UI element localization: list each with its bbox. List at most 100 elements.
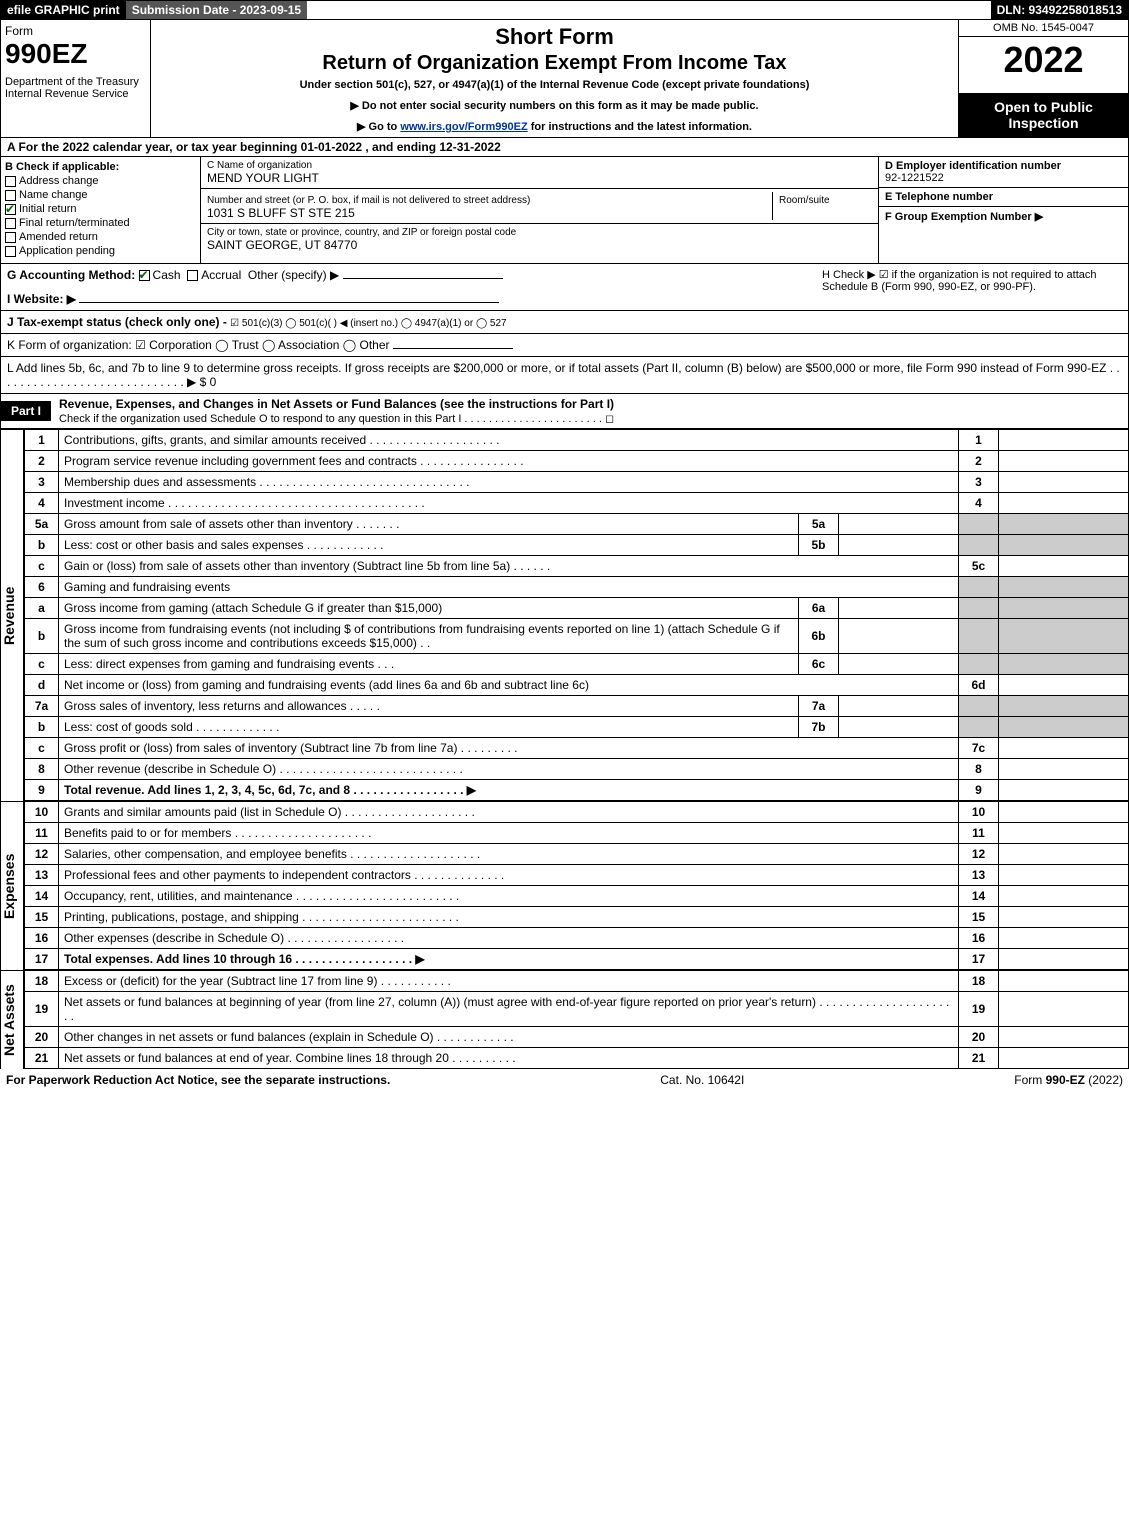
- line-sub: a: [25, 598, 59, 619]
- line-desc-bold: Total expenses. Add lines 10 through 16 …: [64, 952, 425, 966]
- g-other-input[interactable]: [343, 278, 503, 279]
- line-amt[interactable]: [999, 1027, 1129, 1048]
- col-d: D Employer identification number 92-1221…: [878, 157, 1128, 263]
- efile-label[interactable]: efile GRAPHIC print: [1, 1, 126, 19]
- main-title: Return of Organization Exempt From Incom…: [159, 52, 950, 75]
- line-amt[interactable]: [999, 886, 1129, 907]
- table-row: dNet income or (loss) from gaming and fu…: [25, 675, 1129, 696]
- line-desc: Contributions, gifts, grants, and simila…: [59, 430, 959, 451]
- line-amt[interactable]: [999, 738, 1129, 759]
- mid-box: 7a: [799, 696, 839, 717]
- line-amt[interactable]: [999, 675, 1129, 696]
- checkbox-icon[interactable]: [5, 218, 16, 229]
- line-box: 12: [959, 844, 999, 865]
- checkbox-icon[interactable]: [187, 270, 198, 281]
- line-num: 10: [25, 802, 59, 823]
- f-group: F Group Exemption Number ▶: [879, 207, 1128, 263]
- line-h: H Check ▶ ☑ if the organization is not r…: [822, 268, 1122, 306]
- b-opt-address[interactable]: Address change: [5, 175, 196, 187]
- b-opt-final[interactable]: Final return/terminated: [5, 217, 196, 229]
- line-box: 20: [959, 1027, 999, 1048]
- line-desc: Net assets or fund balances at end of ye…: [59, 1048, 959, 1069]
- form-word: Form: [5, 24, 146, 38]
- checkbox-checked-icon[interactable]: [5, 204, 16, 215]
- line-num: 9: [25, 780, 59, 801]
- table-row: 17 Total expenses. Add lines 10 through 1…: [25, 949, 1129, 970]
- line-num: 20: [25, 1027, 59, 1048]
- line-amt[interactable]: [999, 992, 1129, 1027]
- line-amt[interactable]: [999, 430, 1129, 451]
- b-header: B Check if applicable:: [5, 161, 196, 173]
- line-num: 5a: [25, 514, 59, 535]
- instr2-pre: ▶ Go to: [357, 121, 400, 133]
- shade-box: [959, 514, 999, 535]
- line-amt[interactable]: [999, 865, 1129, 886]
- line-desc: Other revenue (describe in Schedule O) .…: [59, 759, 959, 780]
- checkbox-icon[interactable]: [5, 232, 16, 243]
- mid-amt[interactable]: [839, 696, 959, 717]
- c-room-label: Room/suite: [779, 195, 830, 206]
- c-addr-row: Number and street (or P. O. box, if mail…: [201, 189, 878, 224]
- line-amt[interactable]: [999, 451, 1129, 472]
- table-row: 19Net assets or fund balances at beginni…: [25, 992, 1129, 1027]
- line-box: 18: [959, 971, 999, 992]
- d-ein-value: 92-1221522: [885, 172, 1122, 184]
- b-opt-initial[interactable]: Initial return: [5, 203, 196, 215]
- line-amt[interactable]: [999, 780, 1129, 801]
- b-opt-label: Amended return: [19, 231, 98, 243]
- line-desc: Grants and similar amounts paid (list in…: [59, 802, 959, 823]
- line-amt[interactable]: [999, 844, 1129, 865]
- line-sub: c: [25, 738, 59, 759]
- line-box: 9: [959, 780, 999, 801]
- col-b: B Check if applicable: Address change Na…: [1, 157, 201, 263]
- mid-amt[interactable]: [839, 598, 959, 619]
- line-amt[interactable]: [999, 802, 1129, 823]
- checkbox-icon[interactable]: [5, 176, 16, 187]
- department: Department of the Treasury Internal Reve…: [5, 76, 146, 100]
- b-opt-name[interactable]: Name change: [5, 189, 196, 201]
- checkbox-icon[interactable]: [5, 190, 16, 201]
- mid-amt[interactable]: [839, 535, 959, 556]
- mid-amt[interactable]: [839, 717, 959, 738]
- b-opt-amended[interactable]: Amended return: [5, 231, 196, 243]
- line-amt[interactable]: [999, 493, 1129, 514]
- b-opt-pending[interactable]: Application pending: [5, 245, 196, 257]
- line-amt[interactable]: [999, 928, 1129, 949]
- mid-amt[interactable]: [839, 619, 959, 654]
- line-amt[interactable]: [999, 556, 1129, 577]
- table-row: 15Printing, publications, postage, and s…: [25, 907, 1129, 928]
- line-amt[interactable]: [999, 472, 1129, 493]
- line-amt[interactable]: [999, 759, 1129, 780]
- header-right: OMB No. 1545-0047 2022 Open to Public In…: [958, 20, 1128, 137]
- line-amt[interactable]: [999, 971, 1129, 992]
- line-num: 14: [25, 886, 59, 907]
- line-amt[interactable]: [999, 907, 1129, 928]
- mid-amt[interactable]: [839, 514, 959, 535]
- checkbox-checked-icon[interactable]: [139, 270, 150, 281]
- k-other-input[interactable]: [393, 348, 513, 349]
- mid-amt[interactable]: [839, 654, 959, 675]
- table-row: bGross income from fundraising events (n…: [25, 619, 1129, 654]
- table-row: 11Benefits paid to or for members . . . …: [25, 823, 1129, 844]
- revenue-section: Revenue 1Contributions, gifts, grants, a…: [0, 429, 1129, 801]
- checkbox-icon[interactable]: [5, 246, 16, 257]
- e-tel-label: E Telephone number: [885, 191, 1122, 203]
- line-desc: Gross income from gaming (attach Schedul…: [59, 598, 799, 619]
- shade-box: [959, 654, 999, 675]
- ghi-left: G Accounting Method: Cash Accrual Other …: [7, 268, 822, 306]
- i-website-input[interactable]: [79, 302, 499, 303]
- line-amt[interactable]: [999, 823, 1129, 844]
- line-amt[interactable]: [999, 1048, 1129, 1069]
- line-num: 15: [25, 907, 59, 928]
- line-a: A For the 2022 calendar year, or tax yea…: [0, 138, 1129, 157]
- irs-link[interactable]: www.irs.gov/Form990EZ: [400, 121, 527, 133]
- line-num: 12: [25, 844, 59, 865]
- instruction-1: ▶ Do not enter social security numbers o…: [159, 99, 950, 112]
- b-opt-label: Name change: [19, 189, 88, 201]
- line-g: G Accounting Method: Cash Accrual Other …: [7, 268, 822, 282]
- line-desc: Net assets or fund balances at beginning…: [59, 992, 959, 1027]
- b-opt-label: Address change: [19, 175, 99, 187]
- part-i-title: Revenue, Expenses, and Changes in Net As…: [51, 394, 1128, 428]
- line-box: 17: [959, 949, 999, 970]
- line-amt[interactable]: [999, 949, 1129, 970]
